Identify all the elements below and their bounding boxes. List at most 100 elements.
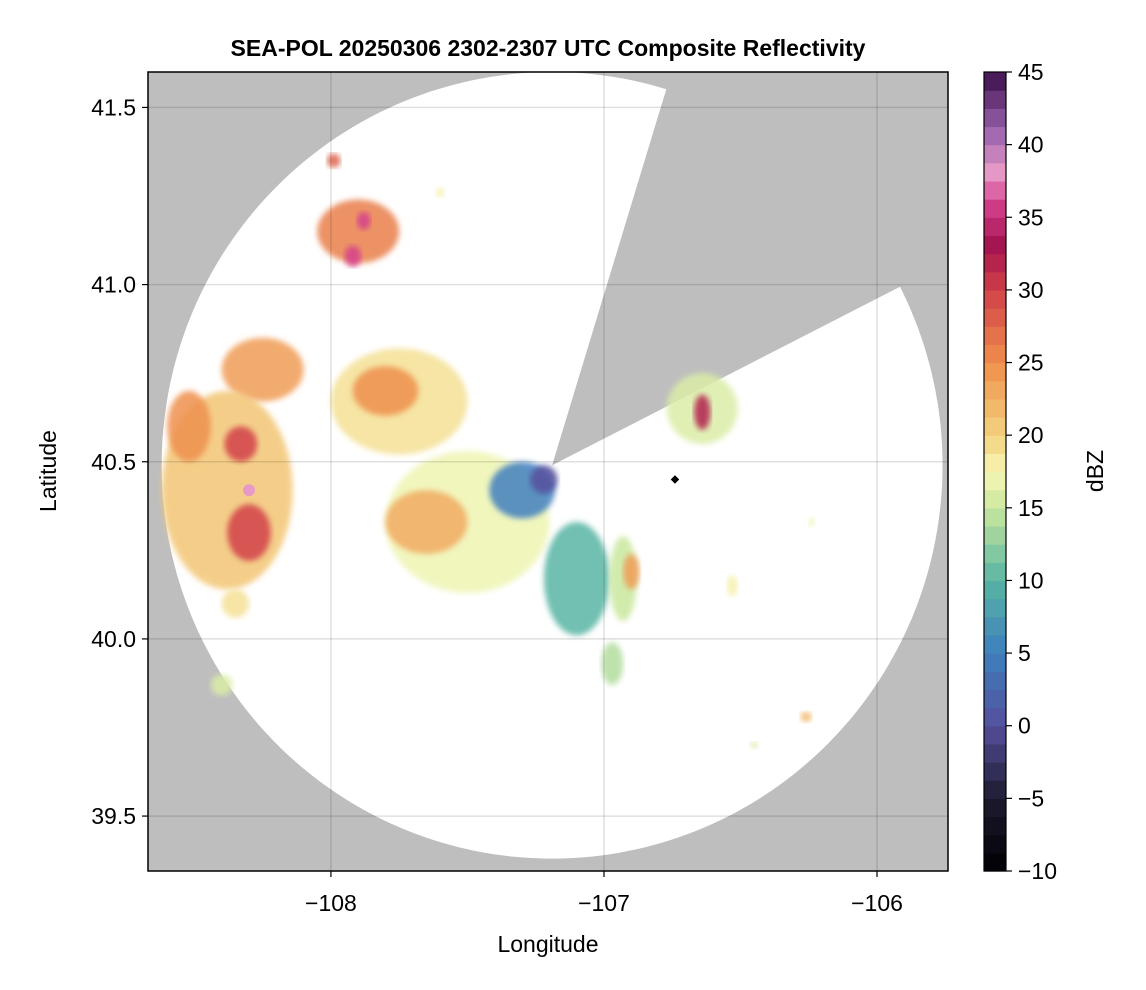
echo-central-upper-core [352, 366, 419, 416]
colorbar-segment [984, 816, 1006, 836]
colorbar-frame [983, 71, 1007, 872]
colorbar-segment [984, 834, 1006, 854]
echo-far-west-lower [210, 674, 233, 696]
colorbar-segment [984, 580, 1006, 600]
colorbar-segment [984, 308, 1006, 327]
colorbar-tick-label: −5 [1018, 785, 1044, 811]
colorbar-segment [984, 544, 1006, 563]
y-tick-label: 41.5 [91, 94, 136, 120]
echo-southeast-core [623, 553, 640, 590]
colorbar-segment [984, 162, 1006, 182]
colorbar-label: dBZ [1082, 450, 1108, 492]
echo-east-small-3 [750, 741, 759, 749]
y-tick-label: 40.5 [91, 449, 136, 475]
colorbar-segment [984, 126, 1006, 146]
colorbar-tick-label: 40 [1018, 132, 1044, 158]
figure-title: SEA-POL 20250306 2302-2307 UTC Composite… [231, 35, 866, 61]
echo-west-band-orange [167, 390, 211, 462]
colorbar-segment [984, 671, 1006, 691]
colorbar-tick-label: 15 [1018, 495, 1044, 521]
colorbar-segment [984, 798, 1006, 818]
radar-coverage-area [161, 72, 943, 859]
colorbar-segment [984, 380, 1006, 400]
colorbar-segment [984, 180, 1006, 200]
colorbar-segment [984, 72, 1006, 91]
colorbar-segment [984, 326, 1006, 345]
colorbar-segment [984, 199, 1006, 218]
echo-small-cell-41.35 [326, 153, 341, 168]
x-tick-label: −108 [305, 890, 357, 916]
colorbar-segment [984, 653, 1006, 672]
echo-west-band-upper [221, 337, 304, 402]
colorbar-segments [984, 72, 1006, 872]
colorbar-segment [984, 507, 1006, 527]
echo-east-small-1 [726, 575, 738, 597]
colorbar-segment [984, 398, 1006, 418]
colorbar-segment [984, 634, 1006, 654]
echo-east-core [694, 394, 711, 430]
colorbar-segment [984, 471, 1006, 491]
colorbar-segment [984, 562, 1006, 582]
colorbar-tick-label: 25 [1018, 350, 1044, 376]
reflectivity-echoes [161, 153, 815, 749]
map-axes: −108 −107 −106 41.5 41.0 40.5 40.0 39.5 [91, 71, 949, 916]
colorbar-segment [984, 616, 1006, 636]
colorbar-segment [984, 271, 1006, 291]
colorbar-tick-label: −10 [1018, 858, 1057, 884]
echo-central-core [385, 490, 468, 554]
colorbar-segment [984, 253, 1006, 273]
colorbar-segment [984, 689, 1006, 709]
echo-near-radar-weak [530, 465, 558, 494]
echo-west-band-core-2 [224, 426, 258, 462]
y-axis-ticks: 41.5 41.0 40.5 40.0 39.5 [91, 94, 148, 829]
colorbar-segment [984, 762, 1006, 781]
x-tick-label: −107 [578, 890, 630, 916]
colorbar-segment [984, 525, 1006, 545]
colorbar-segment [984, 725, 1006, 745]
echo-nw-core-2 [356, 211, 371, 230]
colorbar-tick-label: 20 [1018, 422, 1044, 448]
echo-south-small-1 [601, 642, 624, 685]
colorbar: 45 40 35 30 25 20 15 10 5 0 −5 −10 [983, 59, 1057, 884]
colorbar-tick-label: 5 [1018, 640, 1031, 666]
x-tick-label: −106 [851, 890, 903, 916]
colorbar-segment [984, 598, 1006, 618]
colorbar-segment [984, 144, 1006, 164]
colorbar-tick-label: 30 [1018, 277, 1044, 303]
y-axis-label: Latitude [35, 430, 61, 512]
colorbar-tick-label: 45 [1018, 59, 1044, 85]
x-axis-label: Longitude [497, 931, 598, 957]
colorbar-segment [984, 435, 1006, 454]
colorbar-ticks: 45 40 35 30 25 20 15 10 5 0 −5 −10 [1006, 59, 1057, 884]
colorbar-segment [984, 289, 1006, 309]
echo-nw-core-1 [344, 245, 361, 267]
x-axis-ticks: −108 −107 −106 [305, 871, 903, 916]
echo-east-small-4 [808, 517, 815, 527]
colorbar-tick-label: 35 [1018, 204, 1044, 230]
y-tick-label: 41.0 [91, 272, 136, 298]
colorbar-tick-label: 10 [1018, 567, 1044, 593]
radar-site-marker [670, 475, 680, 484]
colorbar-segment [984, 90, 1006, 109]
colorbar-segment [984, 217, 1006, 237]
echo-sw-small-1 [221, 589, 250, 618]
colorbar-segment [984, 362, 1006, 382]
echo-pink-spot [243, 484, 256, 497]
echo-west-band-core [227, 504, 271, 561]
echo-east-small-2 [800, 711, 812, 723]
colorbar-segment [984, 417, 1006, 436]
colorbar-segment [984, 780, 1006, 799]
echo-south-band [543, 522, 610, 636]
colorbar-tick-label: 0 [1018, 713, 1031, 739]
colorbar-segment [984, 235, 1006, 255]
echo-nw-cells-top [317, 199, 400, 264]
colorbar-segment [984, 108, 1006, 128]
colorbar-segment [984, 344, 1006, 364]
echo-mid-small-1 [436, 187, 445, 198]
y-tick-label: 40.0 [91, 626, 136, 652]
axes-frame [147, 71, 949, 872]
colorbar-segment [984, 707, 1006, 727]
colorbar-segment [984, 453, 1006, 473]
y-tick-label: 39.5 [91, 803, 136, 829]
